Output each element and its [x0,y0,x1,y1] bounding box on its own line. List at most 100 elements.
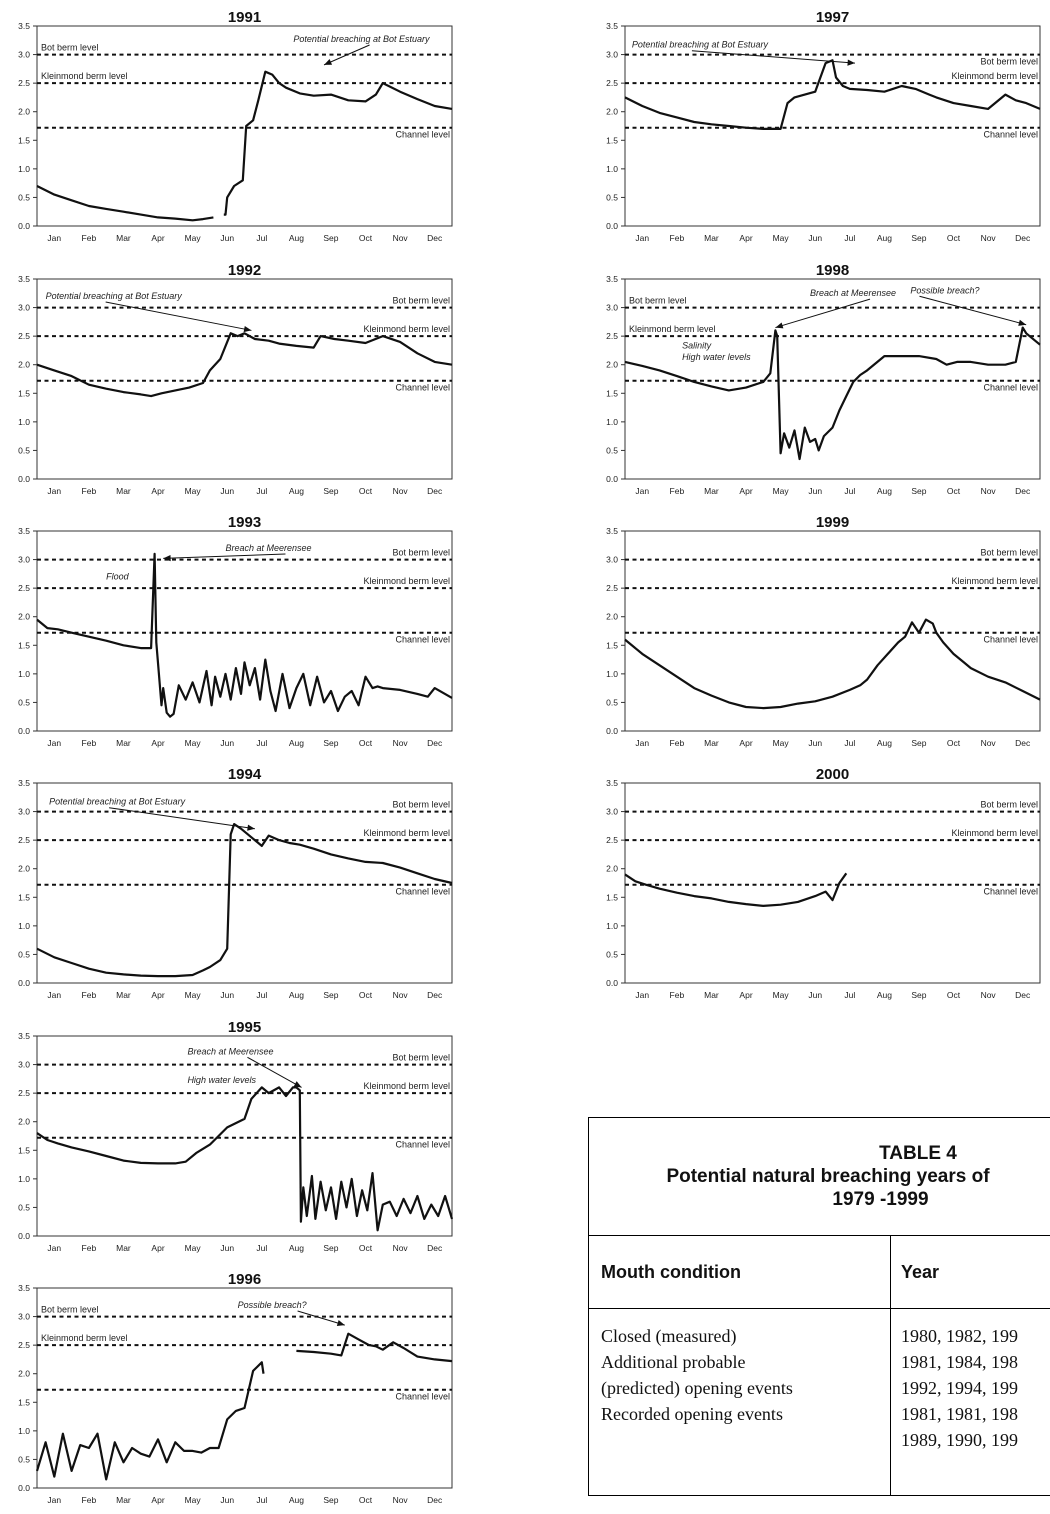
x-tick-label: Nov [393,233,409,243]
plot-frame [624,278,1041,480]
annotation: Flood [106,572,130,582]
y-tick-label: 2.5 [18,1340,30,1350]
x-tick-label: Mar [116,233,131,243]
annotation-arrow [247,1056,302,1088]
table-cell [601,1427,890,1453]
x-tick-label: Dec [427,1243,443,1253]
arrow-head [324,59,333,65]
chart-title: 1998 [816,262,849,279]
x-tick-label: May [185,990,202,1000]
y-tick-label: 3.5 [606,274,618,284]
x-tick-label: Jul [256,486,267,496]
y-tick-label: 2.5 [18,331,30,341]
ref-line-label: Channel level [395,1392,450,1402]
x-tick-label: Aug [877,233,892,243]
x-tick-label: Jul [256,233,267,243]
ref-line-label: Bot berm level [629,296,687,306]
y-tick-label: 3.0 [18,303,30,313]
x-tick-label: May [185,233,202,243]
chart-title: 2000 [816,766,849,783]
breaching-table: TABLE 4 Potential natural breaching year… [588,1117,1050,1496]
y-tick-label: 0.0 [18,726,30,736]
chart-panel-2000: 2000 0.0 0.5 1.0 1.5 2.0 2.5 3.0 3.5 Jan Feb Mar Apr… [588,764,1050,1009]
y-tick-label: 3.0 [18,1060,30,1070]
y-tick-label: 3.0 [606,50,618,60]
x-tick-label: Jan [47,990,61,1000]
y-tick-label: 2.0 [18,864,30,874]
water-level-line [223,70,453,216]
water-level-line [296,1332,453,1363]
chart-title: 1999 [816,514,849,531]
y-tick-label: 1.0 [606,669,618,679]
y-tick-label: 3.5 [18,526,30,536]
x-tick-label: Jan [47,1243,61,1253]
y-tick-label: 3.0 [18,807,30,817]
y-tick-label: 3.5 [18,21,30,31]
y-tick-label: 0.0 [18,1483,30,1493]
x-tick-label: Jun [808,233,822,243]
chart-title: 1996 [228,1271,261,1288]
y-tick-label: 1.0 [606,921,618,931]
x-tick-label: Jan [47,1495,61,1505]
chart-svg: 1998 0.0 0.5 1.0 1.5 2.0 2.5 3.0 3.5 Jan Feb Mar Apr… [606,262,1041,496]
x-tick-label: Jul [844,738,855,748]
arrow-head [775,322,784,329]
x-tick-label: Aug [877,486,892,496]
y-tick-label: 2.5 [606,583,618,593]
ref-line-label: Bot berm level [980,548,1038,558]
annotation: Potential breaching at Bot Estuary [293,34,430,44]
x-tick-label: Jan [635,486,649,496]
x-tick-label: Apr [151,738,164,748]
table-title: TABLE 4 Potential natural breaching year… [589,1118,1050,1236]
y-tick-label: 3.5 [18,1283,30,1293]
x-tick-label: May [773,738,790,748]
x-tick-label: Jan [47,486,61,496]
x-tick-label: Nov [393,1495,409,1505]
year-header: Year [891,1236,1050,1309]
annotation-arrow [775,298,871,329]
chart-title: 1994 [228,766,262,783]
x-tick-label: May [185,1243,202,1253]
water-level-line [36,1086,454,1232]
y-tick-label: 0.5 [606,697,618,707]
y-tick-label: 3.0 [606,555,618,565]
table-number: TABLE 4 [879,1143,957,1164]
y-tick-label: 2.5 [606,78,618,88]
arrow-head [1018,319,1027,326]
water-level-line [35,1361,265,1481]
x-tick-label: Apr [151,1243,164,1253]
y-tick-label: 2.5 [18,835,30,845]
x-tick-label: Jun [808,990,822,1000]
x-tick-label: Oct [359,1243,373,1253]
plot-frame [624,25,1041,227]
chart-svg: 1993 0.0 0.5 1.0 1.5 2.0 2.5 3.0 3.5 Jan Feb Mar Apr… [18,514,453,748]
x-tick-label: Jun [220,738,234,748]
chart-svg: 1991 0.0 0.5 1.0 1.5 2.0 2.5 3.0 3.5 Jan Feb Mar Apr… [18,9,453,243]
x-tick-label: Aug [289,486,304,496]
ref-line-label: Bot berm level [41,43,99,53]
chart-title: 1992 [228,262,261,279]
arrow-head [336,1320,345,1327]
y-tick-label: 3.0 [18,1312,30,1322]
x-tick-label: Oct [359,990,373,1000]
annotation: Breach at Meerensee [810,288,896,298]
y-tick-label: 1.5 [606,135,618,145]
y-tick-label: 2.0 [606,107,618,117]
y-tick-label: 3.5 [18,778,30,788]
x-tick-label: Dec [427,486,443,496]
table-caption: Potential natural breaching years of [666,1166,990,1187]
x-tick-label: Apr [151,233,164,243]
y-tick-label: 1.5 [606,388,618,398]
x-tick-label: Sep [911,233,926,243]
annotation-arrow [297,1310,345,1326]
chart-panel-1999: 1999 0.0 0.5 1.0 1.5 2.0 2.5 3.0 3.5 Jan Feb Mar Apr… [588,512,1050,757]
x-tick-label: Mar [116,738,131,748]
y-tick-label: 1.0 [606,417,618,427]
x-tick-label: Mar [704,738,719,748]
x-tick-label: Sep [323,233,338,243]
x-tick-label: Jul [256,1243,267,1253]
y-tick-label: 3.5 [606,526,618,536]
x-tick-label: Jul [256,1495,267,1505]
water-level-line [624,59,1041,131]
y-tick-label: 1.0 [18,164,30,174]
